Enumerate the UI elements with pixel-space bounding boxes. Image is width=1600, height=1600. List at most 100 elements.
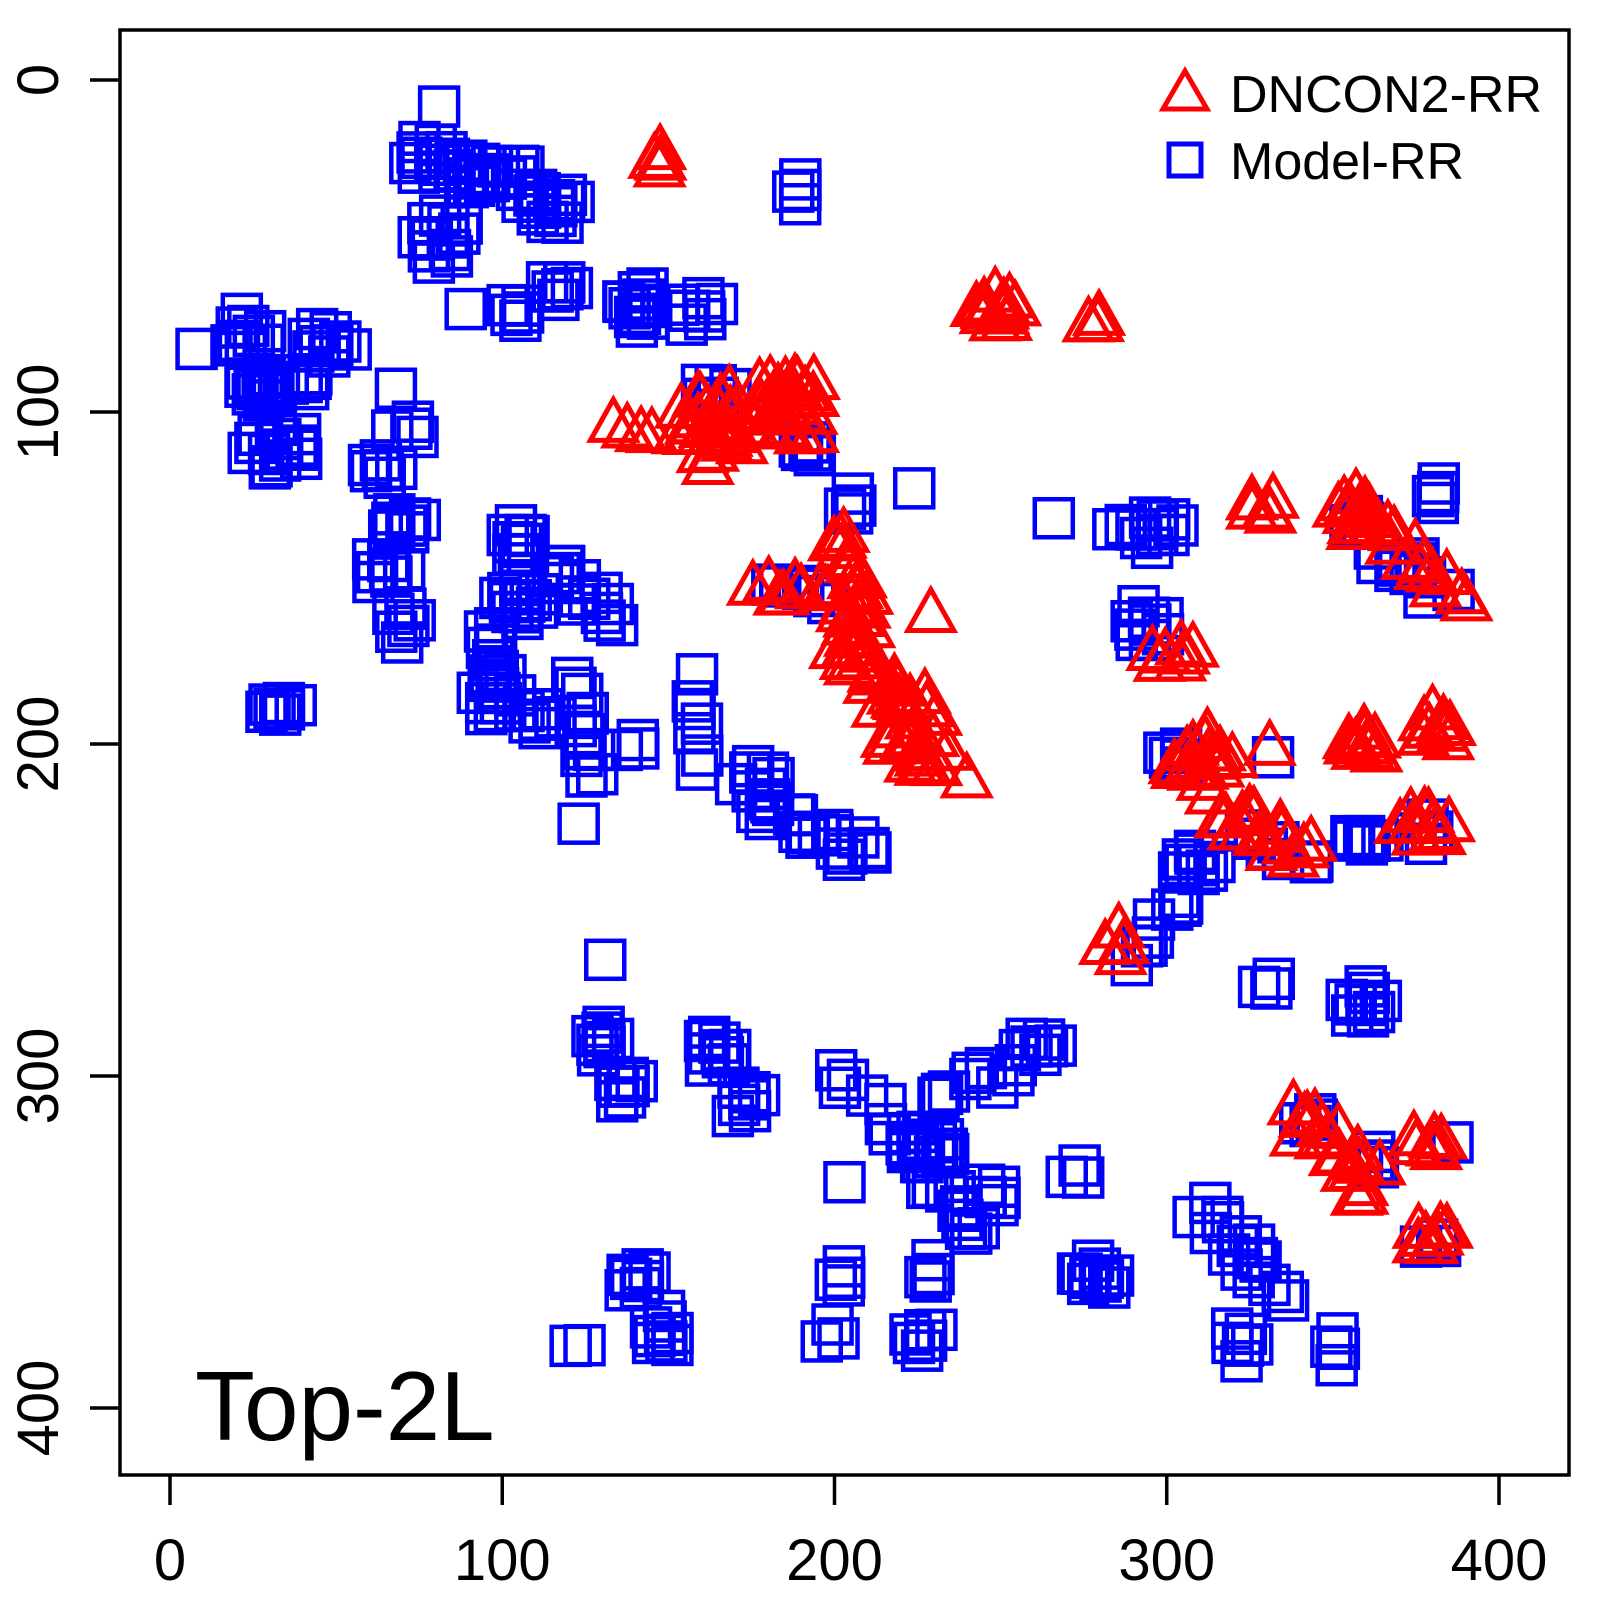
marker-square bbox=[595, 1080, 639, 1123]
marker-square bbox=[1316, 1312, 1359, 1355]
marker-square bbox=[427, 137, 471, 181]
marker-square bbox=[380, 621, 424, 664]
marker-triangle bbox=[1420, 711, 1476, 761]
marker-square bbox=[683, 1019, 727, 1063]
marker-square bbox=[1252, 957, 1296, 1001]
marker-square bbox=[319, 320, 362, 363]
marker-triangle bbox=[632, 138, 687, 188]
marker-triangle bbox=[1205, 729, 1260, 778]
marker-square bbox=[976, 1066, 1019, 1109]
marker-square bbox=[1411, 474, 1455, 518]
marker-triangle bbox=[1391, 1214, 1446, 1264]
marker-square bbox=[582, 1005, 625, 1049]
marker-triangle bbox=[1366, 502, 1422, 552]
marker-triangle bbox=[727, 399, 782, 449]
marker-triangle bbox=[1283, 813, 1339, 862]
marker-square bbox=[823, 1160, 866, 1204]
marker-square bbox=[811, 1303, 854, 1346]
marker-triangle bbox=[1395, 707, 1451, 756]
marker-triangle bbox=[732, 354, 787, 404]
legend: DNCON2-RR Model-RR bbox=[1158, 66, 1542, 191]
marker-square bbox=[825, 832, 868, 875]
marker-square bbox=[1160, 882, 1204, 925]
marker-square bbox=[642, 1289, 686, 1333]
marker-triangle bbox=[1254, 804, 1309, 854]
marker-square bbox=[1330, 814, 1373, 858]
marker-square bbox=[1032, 496, 1076, 540]
marker-square bbox=[563, 1323, 606, 1367]
marker-square bbox=[280, 360, 323, 404]
marker-square bbox=[373, 493, 416, 536]
marker-square bbox=[1019, 1033, 1062, 1077]
marker-triangle bbox=[949, 278, 1004, 327]
y-tick-label: 100 bbox=[6, 364, 71, 461]
marker-square bbox=[225, 357, 269, 400]
marker-square bbox=[237, 413, 280, 457]
marker-square bbox=[347, 443, 391, 487]
marker-square bbox=[1207, 1233, 1251, 1276]
marker-square bbox=[550, 266, 594, 310]
series-Model-RR bbox=[175, 85, 1475, 1387]
marker-triangle bbox=[1266, 1076, 1321, 1126]
marker-square bbox=[329, 328, 372, 371]
legend-label-model: Model-RR bbox=[1230, 133, 1464, 191]
marker-square bbox=[1117, 584, 1160, 628]
marker-square bbox=[711, 1094, 755, 1138]
marker-triangle bbox=[908, 737, 964, 787]
marker-triangle bbox=[1439, 572, 1494, 622]
marker-square bbox=[549, 1324, 592, 1368]
x-tick-label: 100 bbox=[454, 1528, 551, 1593]
marker-square bbox=[175, 327, 218, 371]
marker-square bbox=[1237, 965, 1281, 1009]
marker-triangle bbox=[653, 380, 709, 429]
marker-square bbox=[583, 599, 626, 642]
marker-square bbox=[552, 180, 595, 224]
marker-square bbox=[915, 1308, 958, 1352]
marker-triangle bbox=[725, 557, 781, 606]
marker-square bbox=[286, 367, 330, 411]
legend-label-dncon2: DNCON2-RR bbox=[1230, 66, 1542, 124]
axis-ticks-layer: 0 100 200 300 400 0 100 200 300 400 bbox=[6, 64, 1547, 1593]
marker-square bbox=[1352, 990, 1396, 1034]
marker-triangle bbox=[1242, 717, 1298, 766]
marker-triangle bbox=[1243, 484, 1298, 534]
marker-square bbox=[473, 607, 517, 650]
data-points-layer bbox=[175, 85, 1494, 1387]
x-tick-label: 300 bbox=[1118, 1528, 1215, 1593]
marker-triangle bbox=[1386, 1107, 1442, 1157]
marker-square bbox=[909, 1260, 952, 1303]
marker-square bbox=[847, 826, 890, 870]
marker-square bbox=[892, 1321, 936, 1365]
marker-square bbox=[494, 504, 538, 547]
y-tick-label: 400 bbox=[6, 1360, 71, 1457]
marker-square bbox=[557, 802, 600, 845]
marker-square bbox=[1330, 994, 1374, 1037]
marker-square bbox=[1231, 1323, 1274, 1366]
marker-square bbox=[375, 447, 418, 491]
marker-square bbox=[617, 727, 660, 770]
marker-square bbox=[1250, 967, 1293, 1010]
marker-square bbox=[1130, 526, 1174, 570]
marker-square bbox=[502, 145, 545, 188]
marker-triangle bbox=[1132, 633, 1187, 682]
marker-square bbox=[1359, 979, 1403, 1023]
marker-square bbox=[901, 1140, 944, 1184]
marker-square bbox=[920, 1072, 964, 1116]
marker-square bbox=[675, 653, 719, 696]
marker-square bbox=[1045, 1155, 1089, 1199]
marker-square bbox=[594, 1058, 637, 1102]
marker-triangle bbox=[829, 560, 885, 610]
marker-triangle bbox=[1224, 471, 1280, 521]
marker-square bbox=[665, 303, 708, 346]
marker-triangle bbox=[903, 584, 959, 634]
marker-square bbox=[1005, 1017, 1048, 1061]
marker-triangle bbox=[1335, 1166, 1390, 1215]
marker-square bbox=[1058, 1144, 1101, 1187]
marker-triangle bbox=[1408, 558, 1463, 608]
plot-border bbox=[118, 28, 1571, 1477]
marker-square bbox=[911, 1238, 954, 1282]
marker-triangle bbox=[1412, 806, 1468, 856]
marker-square bbox=[1185, 849, 1229, 892]
marker-triangle bbox=[1165, 618, 1221, 668]
marker-square bbox=[486, 283, 529, 327]
